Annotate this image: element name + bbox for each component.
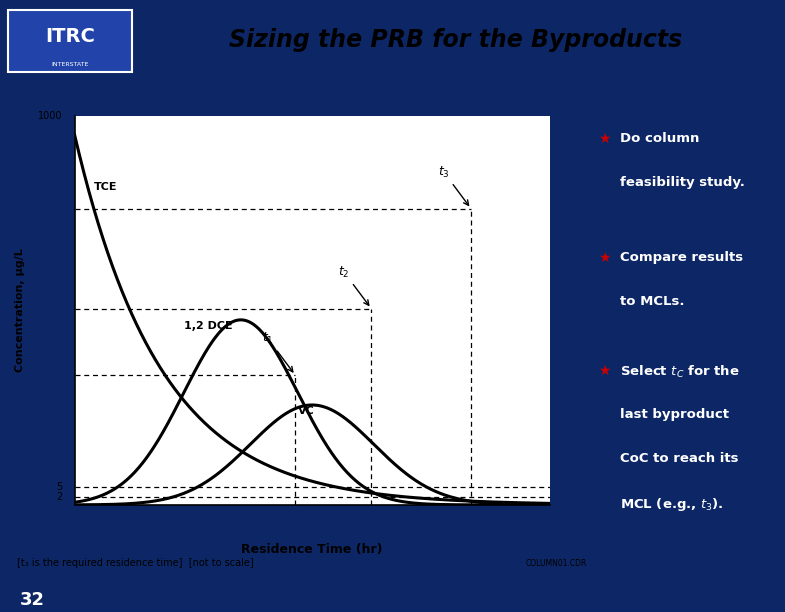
- Text: ★: ★: [598, 364, 611, 378]
- Text: 2: 2: [57, 492, 63, 502]
- Text: TCE: TCE: [93, 182, 117, 192]
- Text: 1000: 1000: [38, 111, 63, 121]
- Text: $t_3$: $t_3$: [438, 165, 469, 206]
- Text: ★: ★: [598, 132, 611, 146]
- Text: Residence Time (hr): Residence Time (hr): [241, 543, 383, 556]
- Text: $t_1$: $t_1$: [262, 331, 293, 372]
- Text: [t₃ is the required residence time]  [not to scale]: [t₃ is the required residence time] [not…: [17, 558, 254, 568]
- Text: MCL (e.g., $t_3$).: MCL (e.g., $t_3$).: [620, 496, 724, 513]
- Text: 1,2 DCE: 1,2 DCE: [184, 321, 232, 331]
- Text: last byproduct: last byproduct: [620, 408, 729, 421]
- Text: Compare results: Compare results: [620, 251, 743, 264]
- Text: ITRC: ITRC: [46, 27, 95, 46]
- Text: INTERSTATE: INTERSTATE: [52, 62, 89, 67]
- Text: ★: ★: [598, 251, 611, 265]
- Text: COLUMN01.CDR: COLUMN01.CDR: [526, 559, 587, 568]
- Text: VC: VC: [298, 406, 315, 416]
- Text: Sizing the PRB for the Byproducts: Sizing the PRB for the Byproducts: [228, 28, 682, 53]
- Bar: [9, 10, 132, 72]
- Text: Select $t_C$ for the: Select $t_C$ for the: [620, 364, 739, 380]
- Text: feasibility study.: feasibility study.: [620, 176, 745, 188]
- Text: Do column: Do column: [620, 132, 699, 144]
- Text: Concentration, µg/L: Concentration, µg/L: [15, 248, 25, 373]
- Text: CoC to reach its: CoC to reach its: [620, 452, 739, 465]
- Text: $t_2$: $t_2$: [338, 264, 369, 305]
- Text: 5: 5: [57, 482, 63, 492]
- Text: to MCLs.: to MCLs.: [620, 295, 685, 308]
- Text: 32: 32: [20, 591, 45, 609]
